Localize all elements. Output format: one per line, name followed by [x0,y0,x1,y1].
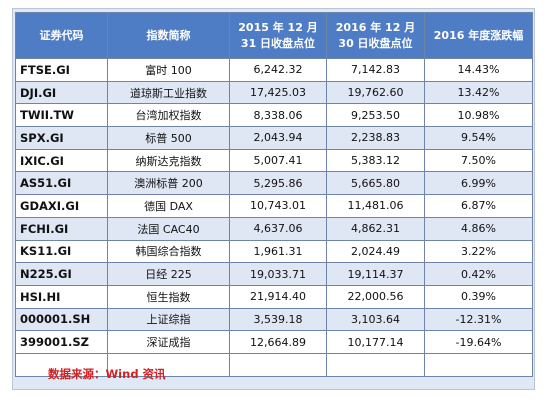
cell-index-name: 澳洲标普 200 [107,171,230,196]
cell-index-name: 法国 CAC40 [107,216,230,241]
cell-change: 14.43% [424,58,533,82]
cell-change: 3.22% [424,239,533,264]
table-row: HSI.HI 恒生指数 21,914.40 22,000.56 0.39% [15,284,533,309]
header-code: 证券代码 [15,12,108,59]
cell-index-name: 日经 225 [107,262,230,286]
cell-index-name: 德国 DAX [107,194,230,218]
cell-close-2016: 11,481.06 [326,194,425,218]
header-change: 2016 年度涨跌幅 [424,12,533,59]
cell-index-name: 台湾加权指数 [107,103,230,128]
cell-index-name: 标普 500 [107,126,230,150]
cell-index-name: 上证综指 [107,307,230,332]
cell-close-2016: 2,238.83 [326,126,425,150]
table-row: DJI.GI 道琼斯工业指数 17,425.03 19,762.60 13.42% [15,80,533,105]
data-source-note: 数据来源：Wind 资讯 [48,367,166,381]
table-row: KS11.GI 韩国综合指数 1,961.31 2,024.49 3.22% [15,239,533,264]
empty-cell [424,352,533,377]
cell-code: DJI.GI [15,80,108,105]
cell-code: FTSE.GI [15,58,108,82]
cell-code: TWII.TW [15,103,108,128]
cell-close-2016: 22,000.56 [326,284,425,309]
cell-close-2015: 6,242.32 [229,58,327,82]
cell-code: N225.GI [15,262,108,286]
cell-code: AS51.GI [15,171,108,196]
table-row: 399001.SZ 深证成指 12,664.89 10,177.14 -19.64% [15,330,533,354]
table-row: N225.GI 日经 225 19,033.71 19,114.37 0.42% [15,262,533,286]
header-close-2016-line2: 30 日收盘点位 [338,36,413,50]
cell-change: -19.64% [424,330,533,354]
cell-close-2016: 4,862.31 [326,216,425,241]
cell-index-name: 纳斯达克指数 [107,148,230,173]
cell-change: -12.31% [424,307,533,332]
cell-code: IXIC.GI [15,148,108,173]
empty-cell [15,352,108,377]
cell-close-2016: 5,665.80 [326,171,425,196]
cell-code: FCHI.GI [15,216,108,241]
cell-close-2015: 5,007.41 [229,148,327,173]
cell-close-2016: 19,114.37 [326,262,425,286]
header-close-2016-line1: 2016 年 12 月 [335,20,416,34]
cell-close-2015: 19,033.71 [229,262,327,286]
header-close-2016: 2016 年 12 月 30 日收盘点位 [326,12,425,59]
cell-change: 6.99% [424,171,533,196]
index-table: 证券代码 指数简称 2015 年 12 月 31 日收盘点位 2016 年 12… [15,12,533,377]
empty-row [15,352,533,377]
cell-close-2016: 2,024.49 [326,239,425,264]
cell-index-name: 富时 100 [107,58,230,82]
header-name: 指数简称 [107,12,230,59]
table-row: FTSE.GI 富时 100 6,242.32 7,142.83 14.43% [15,58,533,82]
cell-index-name: 恒生指数 [107,284,230,309]
table-body: FTSE.GI 富时 100 6,242.32 7,142.83 14.43% DJI.G… [15,58,533,377]
table-row: IXIC.GI 纳斯达克指数 5,007.41 5,383.12 7.50% [15,148,533,173]
header-close-2015-line1: 2015 年 12 月 [238,20,318,34]
cell-close-2015: 4,637.06 [229,216,327,241]
cell-close-2015: 10,743.01 [229,194,327,218]
cell-close-2015: 1,961.31 [229,239,327,264]
cell-close-2016: 10,177.14 [326,330,425,354]
cell-code: 000001.SH [15,307,108,332]
header-close-2015-line2: 31 日收盘点位 [240,36,316,50]
table-row: TWII.TW 台湾加权指数 8,338.06 9,253.50 10.98% [15,103,533,128]
cell-code: SPX.GI [15,126,108,150]
cell-change: 6.87% [424,194,533,218]
table-row: FCHI.GI 法国 CAC40 4,637.06 4,862.31 4.86% [15,216,533,241]
cell-change: 10.98% [424,103,533,128]
cell-code: 399001.SZ [15,330,108,354]
cell-close-2016: 7,142.83 [326,58,425,82]
cell-code: GDAXI.GI [15,194,108,218]
cell-close-2016: 3,103.64 [326,307,425,332]
header-row: 证券代码 指数简称 2015 年 12 月 31 日收盘点位 2016 年 12… [15,12,533,59]
table-row: SPX.GI 标普 500 2,043.94 2,238.83 9.54% [15,126,533,150]
table-row: AS51.GI 澳洲标普 200 5,295.86 5,665.80 6.99% [15,171,533,196]
cell-change: 0.39% [424,284,533,309]
cell-code: KS11.GI [15,239,108,264]
cell-close-2015: 21,914.40 [229,284,327,309]
cell-change: 7.50% [424,148,533,173]
cell-index-name: 韩国综合指数 [107,239,230,264]
empty-cell [229,352,327,377]
cell-change: 4.86% [424,216,533,241]
cell-change: 13.42% [424,80,533,105]
cell-close-2016: 5,383.12 [326,148,425,173]
cell-close-2015: 17,425.03 [229,80,327,105]
cell-change: 9.54% [424,126,533,150]
cell-close-2015: 2,043.94 [229,126,327,150]
cell-close-2015: 3,539.18 [229,307,327,332]
header-close-2015: 2015 年 12 月 31 日收盘点位 [229,12,327,59]
cell-close-2016: 19,762.60 [326,80,425,105]
cell-close-2016: 9,253.50 [326,103,425,128]
table-row: 000001.SH 上证综指 3,539.18 3,103.64 -12.31% [15,307,533,332]
table-row: GDAXI.GI 德国 DAX 10,743.01 11,481.06 6.87% [15,194,533,218]
cell-close-2015: 5,295.86 [229,171,327,196]
cell-index-name: 深证成指 [107,330,230,354]
cell-change: 0.42% [424,262,533,286]
cell-code: HSI.HI [15,284,108,309]
empty-cell [326,352,425,377]
cell-close-2015: 8,338.06 [229,103,327,128]
cell-index-name: 道琼斯工业指数 [107,80,230,105]
cell-close-2015: 12,664.89 [229,330,327,354]
